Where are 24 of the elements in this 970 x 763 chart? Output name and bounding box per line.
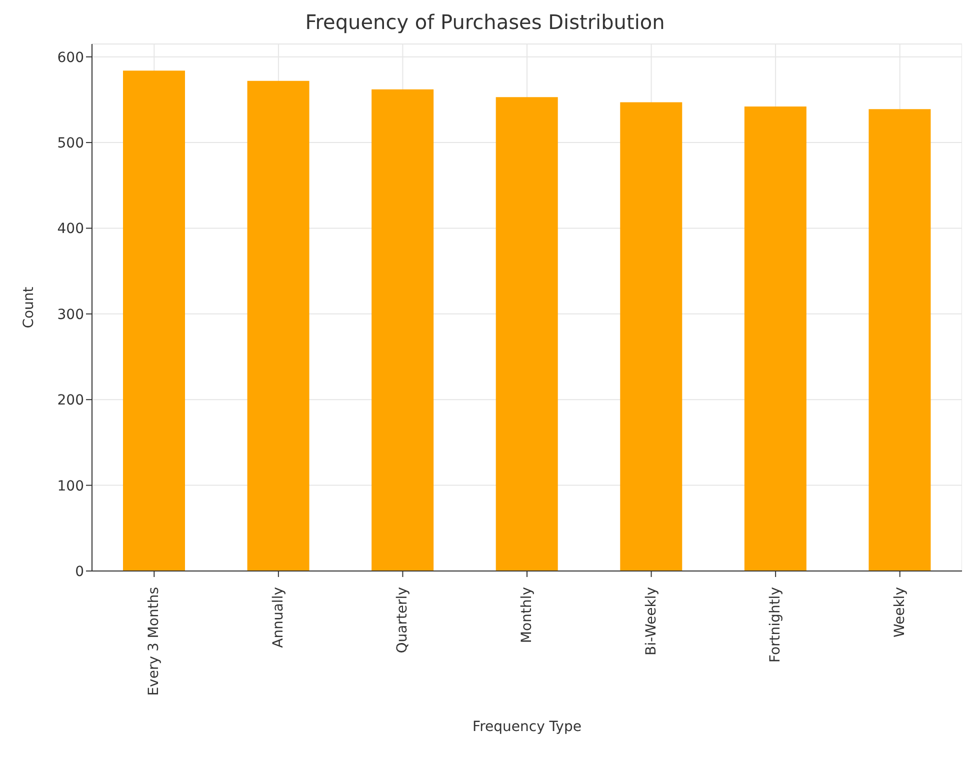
- y-tick-label: 500: [57, 136, 84, 152]
- y-axis-title: Count: [20, 286, 37, 328]
- bar: [372, 89, 434, 571]
- y-tick-label: 0: [75, 564, 84, 580]
- bar: [247, 80, 310, 571]
- x-tick-label: Annually: [270, 587, 286, 648]
- x-axis-title: Frequency Type: [472, 719, 582, 735]
- chart-title: Frequency of Purchases Distribution: [304, 10, 666, 36]
- x-tick-label: Monthly: [519, 587, 535, 644]
- y-tick-label: 300: [57, 306, 84, 323]
- x-tick-label: Every 3 Months: [146, 587, 162, 696]
- y-tick-label: 400: [57, 221, 84, 238]
- bar: [620, 102, 682, 571]
- y-tick-label: 100: [57, 478, 84, 494]
- y-tick-label: 200: [57, 392, 84, 409]
- bar: [744, 106, 806, 571]
- bar: [496, 97, 558, 571]
- bar: [123, 70, 185, 571]
- x-tick-label: Bi-Weekly: [643, 587, 660, 656]
- y-tick-label: 600: [57, 50, 84, 66]
- x-tick-label: Weekly: [892, 587, 908, 638]
- x-tick-label: Quarterly: [394, 587, 411, 654]
- x-tick-label: Fortnightly: [768, 587, 784, 663]
- bar: [868, 109, 931, 571]
